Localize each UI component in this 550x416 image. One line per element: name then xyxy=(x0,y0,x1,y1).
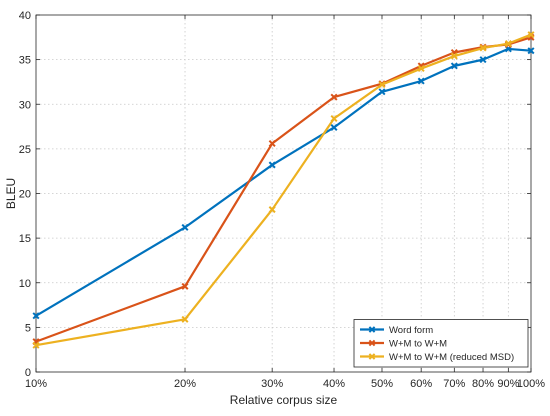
data-point-marker xyxy=(368,353,376,360)
x-tick-label: 20% xyxy=(174,378,196,390)
data-point-marker xyxy=(450,52,458,60)
series-line xyxy=(35,47,532,317)
x-tick-label: 30% xyxy=(261,378,283,390)
data-point-marker xyxy=(32,312,40,320)
series-3 xyxy=(32,31,535,349)
data-point-marker xyxy=(450,62,458,70)
data-point-marker xyxy=(330,93,338,101)
legend: Word form W+M to W+M W+M to W+M (reduced M… xyxy=(353,319,529,368)
data-point-marker xyxy=(417,65,425,73)
data-point-marker xyxy=(417,77,425,85)
data-point-marker xyxy=(479,56,487,64)
data-point-marker xyxy=(527,31,535,39)
data-point-marker xyxy=(527,47,535,55)
y-tick-label: 0 xyxy=(25,367,31,379)
y-tick-label: 5 xyxy=(25,322,31,334)
x-tick-label: 100% xyxy=(517,378,545,390)
y-tick-label: 40 xyxy=(19,10,31,22)
data-point-marker xyxy=(330,115,338,123)
legend-label: W+M to W+M (reduced MSD) xyxy=(389,352,514,363)
series-2 xyxy=(32,33,535,346)
data-point-marker xyxy=(268,206,276,214)
axis-ticks: 10% 20% 30% 40% 50% 60% 70% 80% 90%100% 0 5 10 15 20 2… xyxy=(19,10,546,390)
grid xyxy=(36,15,531,372)
data-point-marker xyxy=(504,40,512,48)
y-tick-label: 35 xyxy=(19,55,31,67)
legend-label: W+M to W+M xyxy=(389,339,447,350)
series-1 xyxy=(32,45,535,320)
x-tick-label: 10% xyxy=(25,378,47,390)
data-point-marker xyxy=(32,341,40,349)
x-tick-label: 90% xyxy=(497,378,519,390)
legend-label: Word form xyxy=(389,325,433,336)
data-point-marker xyxy=(479,44,487,52)
data-point-marker xyxy=(368,326,376,333)
y-tick-label: 15 xyxy=(19,233,31,245)
legend-item: W+M to W+M (reduced MSD) xyxy=(360,352,514,363)
y-tick-label: 30 xyxy=(19,99,31,111)
data-point-marker xyxy=(181,315,189,323)
data-point-marker xyxy=(378,81,386,89)
y-axis-label: BLEU xyxy=(4,178,18,209)
data-point-marker xyxy=(181,282,189,290)
data-point-marker xyxy=(330,123,338,131)
x-tick-label: 50% xyxy=(371,378,393,390)
series-lines xyxy=(32,31,535,349)
data-point-marker xyxy=(268,161,276,169)
x-tick-label: 80% xyxy=(472,378,494,390)
y-tick-label: 10 xyxy=(19,278,31,290)
y-tick-label: 20 xyxy=(19,189,31,201)
data-point-marker xyxy=(181,223,189,231)
x-tick-label: 60% xyxy=(410,378,432,390)
legend-item: W+M to W+M xyxy=(360,339,447,350)
y-tick-label: 25 xyxy=(19,144,31,156)
data-point-marker xyxy=(368,339,376,347)
series-line xyxy=(35,36,532,343)
legend-item: Word form xyxy=(360,325,433,336)
series-line xyxy=(35,33,532,347)
x-tick-label: 40% xyxy=(323,378,345,390)
data-point-marker xyxy=(378,88,386,96)
x-axis-label: Relative corpus size xyxy=(230,393,338,407)
data-point-marker xyxy=(268,140,276,148)
x-tick-label: 70% xyxy=(443,378,465,390)
